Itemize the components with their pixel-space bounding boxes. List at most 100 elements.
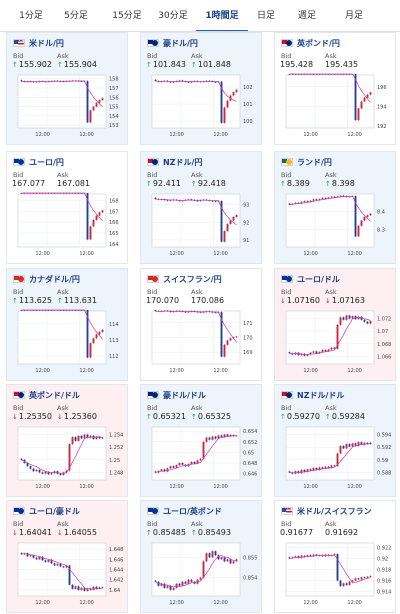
rate-card[interactable]: 英ポンド/ドル Bid Ask ↓1.25350 ↓1.25360 1.254 1.252 1… [6,384,128,497]
candle-body [321,467,324,469]
x-tick-label: 12:00 [213,600,227,606]
price-chart[interactable]: 196 194 192 12:00 12:00 [280,73,392,139]
tab-4[interactable]: 1時間足 [196,0,248,32]
arrow-up-icon: ↑ [325,413,331,421]
pair-name[interactable]: 豪ドル/円 [163,38,198,48]
price-chart[interactable]: 0.855 0.854 12:00 12:00 [146,541,258,607]
price-chart[interactable]: 0.594 0.592 0.59 0.588 12:00 12:00 [280,425,392,491]
price-chart[interactable]: 0.922 0.92 0.918 0.916 0.914 12:00 12:00 [280,541,392,607]
pair-name[interactable]: 米ドル/円 [29,38,64,48]
pair-name[interactable]: 英ポンド/円 [297,38,340,48]
rate-card[interactable]: NZドル/ドル Bid Ask ↑0.59270 ↑0.59284 0.594 0.592 0… [274,384,396,497]
y-tick-label: 100 [243,119,253,125]
pair-name[interactable]: ユーロ/豪ドル [29,506,80,516]
arrow-up-icon: ↑ [191,180,197,188]
candle-body [288,203,291,205]
pair-name[interactable]: 英ポンド/ドル [29,390,80,400]
candlestick-chart: 1.254 1.252 1.25 1.248 12:00 12:00 [17,426,123,490]
candle-body [50,193,53,194]
candle-body [65,565,68,568]
pair-name[interactable]: カナダドル/円 [29,274,80,284]
y-tick-label: 1.642 [109,578,123,584]
price-chart[interactable]: 102 101 100 12:00 12:00 [146,73,258,139]
candle-body [294,556,297,558]
price-chart[interactable]: 1.648 1.646 1.644 1.642 1.64 12:00 12:00 [12,541,124,607]
arrow-down-icon: ↓ [325,297,331,305]
pair-name[interactable]: 米ドル/スイスフラン [297,506,372,516]
price-chart[interactable]: 171 170 169 12:00 12:00 [146,309,258,375]
rate-card[interactable]: 米ドル/円 Bid Ask ↑155.902 ↑155.904 158 157 156 155 1… [6,32,128,145]
x-tick-label: 12:00 [35,251,49,257]
rate-card[interactable]: スイスフラン/円 Bid Ask 170.070 170.086 171 170 169 12:… [140,268,262,381]
rate-card[interactable]: NZドル/円 Bid Ask ↑92.411 ↑92.418 93 92 91 12:00 12:… [140,151,262,264]
y-tick-label: 1.254 [109,433,123,439]
pair-name[interactable]: スイスフラン/円 [163,274,222,284]
candle-body [327,466,330,469]
bid-label: Bid [13,404,24,412]
candle-body [44,310,47,311]
price-chart[interactable]: 93 92 91 12:00 12:00 [146,192,258,258]
tab-1[interactable]: 5分足 [64,11,88,21]
candle-body [154,79,157,81]
price-chart[interactable]: 1.254 1.252 1.25 1.248 12:00 12:00 [12,425,124,491]
rate-card[interactable]: 豪ドル/ドル Bid Ask ↑0.65321 ↑0.65325 0.654 0.652 0.… [140,384,262,497]
pair-name[interactable]: NZドル/ドル [297,390,345,400]
pair-name[interactable]: 豪ドル/ドル [163,390,206,400]
candle-body [306,469,309,472]
rate-card[interactable]: ユーロ/豪ドル Bid Ask ↓1.64041 ↓1.64055 1.648 1.646 1… [6,500,128,613]
price-chart[interactable]: 158 157 156 155 154 153 12:00 12:00 [12,73,124,139]
price-chart[interactable]: 1.072 1.07 1.068 1.066 12:00 12:00 [280,309,392,375]
pair-name[interactable]: ユーロ/英ポンド [163,506,222,516]
plot-area [151,193,241,248]
candle-body [89,343,92,358]
rate-card[interactable]: 英ポンド/円 Bid Ask 195.428 195.435 196 194 192 12:00… [274,32,396,145]
candle-body [348,315,351,319]
rate-card[interactable]: ランド/円 Bid Ask ↑8.389 ↑8.398 8.4 8.3 12:00 12:00 [274,151,396,264]
price-chart[interactable]: 8.4 8.3 12:00 12:00 [280,192,392,258]
candle-body [71,437,74,445]
rate-card[interactable]: 豪ドル/円 Bid Ask ↑101.843 ↑101.848 102 101 100 12:0… [140,32,262,145]
moving-average-line [155,435,237,473]
y-tick-label: 0.588 [377,470,391,476]
y-tick-label: 1.644 [109,568,123,574]
price-chart[interactable]: 114 113 112 12:00 12:00 [12,309,124,375]
candle-body [288,557,291,559]
candle-body [83,434,86,439]
rate-card[interactable]: ユーロ/英ポンド Bid Ask ↑0.85485 ↑0.85493 0.855 0.854… [140,500,262,613]
ask-price: 1.64055 [63,528,97,537]
candle-body [178,200,181,202]
y-tick-label: 101 [243,102,253,108]
rate-card[interactable]: カナダドル/円 Bid Ask ↑113.625 ↑113.631 114 113 112 12… [6,268,128,381]
ask-price: 101.848 [197,60,231,69]
tab-5[interactable]: 日足 [256,11,275,21]
x-tick-label: 12:00 [79,251,93,257]
ask-label: Ask [325,520,337,528]
candle-body [169,466,172,469]
tab-0[interactable]: 1分足 [19,11,43,21]
price-chart[interactable]: 168 167 166 165 164 12:00 12:00 [12,192,124,258]
y-tick-label: 113 [109,338,119,344]
candle-body [333,196,336,198]
candle-body [56,193,59,194]
y-tick-label: 1.646 [109,557,123,563]
tab-7[interactable]: 月足 [344,11,363,21]
x-tick-label: 12:00 [169,484,183,490]
rate-card[interactable]: 米ドル/スイスフラン Bid Ask 0.91677 0.91692 0.922 0.92 0… [274,500,396,613]
tab-6[interactable]: 週足 [297,11,316,21]
candle-body [86,81,89,123]
pair-name[interactable]: ユーロ/ドル [297,274,340,284]
arrow-up-icon: ↑ [146,529,152,537]
bid-value: ↑0.65321 [146,412,186,421]
candle-body [181,463,184,465]
pair-name[interactable]: ランド/円 [297,157,332,167]
rate-card[interactable]: ユーロ/円 Bid Ask 167.077 167.081 168 167 166 165 164… [6,151,128,264]
tab-2[interactable]: 15分足 [112,11,142,21]
candle-body [154,197,157,199]
candle-body [315,468,318,470]
tab-3[interactable]: 30分足 [158,11,188,21]
candle-body [330,347,333,350]
pair-name[interactable]: ユーロ/円 [29,157,64,167]
price-chart[interactable]: 0.654 0.652 0.65 0.648 0.646 12:00 12:00 [146,425,258,491]
pair-name[interactable]: NZドル/円 [163,157,203,167]
rate-card[interactable]: ユーロ/ドル Bid Ask ↓1.07160 ↓1.07163 1.072 1.07 1.0… [274,268,396,381]
